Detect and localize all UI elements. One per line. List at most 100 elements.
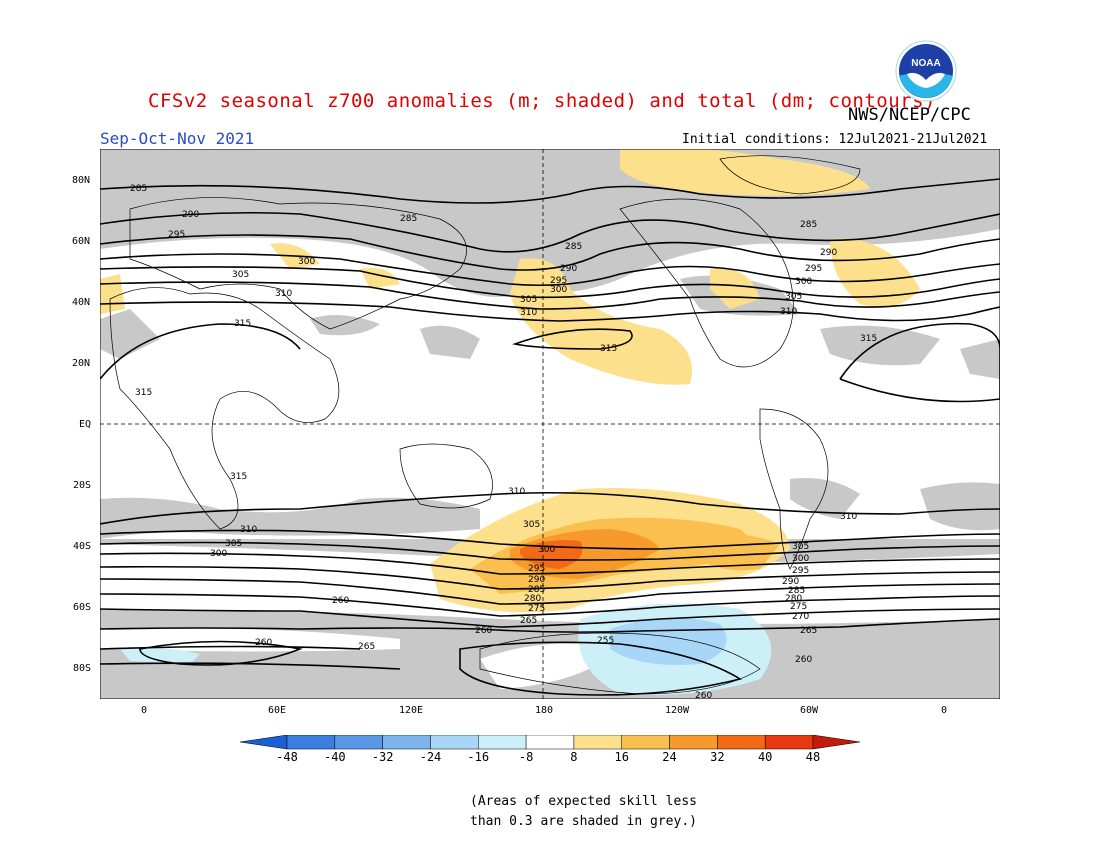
colorbar-segment	[764, 735, 814, 750]
contour-label-260b: 260	[255, 638, 272, 648]
contour-label-280: 280	[524, 594, 541, 604]
contour-label-280b: 280	[785, 594, 802, 604]
contour-label-285f: 285	[788, 586, 805, 596]
colorbar-segment	[573, 735, 622, 750]
contour-label-265b: 265	[520, 616, 537, 626]
map-panel: 285 290 295 300 305 310 315 315 315 315 …	[100, 149, 1000, 699]
contour-label-300b: 300	[550, 285, 567, 295]
contour-label-315b: 315	[135, 388, 152, 398]
colorbar-tick-label: 48	[805, 750, 821, 764]
contour-label-275: 275	[528, 604, 545, 614]
colorbar-segment	[478, 735, 527, 750]
colorbar-tick-label: -32	[371, 750, 394, 764]
contour-label-290e: 290	[782, 577, 799, 587]
colorbar-arrow-left	[240, 735, 288, 750]
skill-note-line-1: (Areas of expected skill less	[470, 794, 697, 809]
contour-label-310f: 310	[780, 307, 797, 317]
colorbar-tick-label: -16	[467, 750, 490, 764]
skill-note-line-2: than 0.3 are shaded in grey.)	[470, 814, 697, 829]
contour-label-290: 290	[182, 210, 199, 220]
colorbar-tick-label: 32	[710, 750, 725, 764]
contour-label-300d: 300	[210, 549, 227, 559]
contour-label-310c: 310	[240, 525, 257, 535]
contour-label-260d: 260	[795, 655, 812, 665]
contour-label-285: 285	[130, 184, 147, 194]
lon-label-120e: 120E	[399, 705, 424, 716]
contour-label-285d: 285	[800, 220, 817, 230]
colorbar-tick-label: -48	[276, 750, 298, 764]
contour-label-300e: 300	[538, 545, 555, 555]
contour-label-270: 270	[792, 612, 809, 622]
height-contours	[100, 178, 1000, 696]
lat-label-40n: 40N	[72, 297, 91, 308]
lat-label-eq: EQ	[79, 419, 92, 430]
contour-label-300f: 300	[792, 554, 809, 564]
contour-label-295e: 295	[792, 566, 809, 576]
coastlines	[109, 155, 861, 695]
contour-label-265c: 265	[800, 626, 817, 636]
positive-anomaly-regions	[100, 149, 920, 613]
contour-label-290c: 290	[820, 248, 837, 258]
colorbar-tick-label: 8	[570, 750, 578, 764]
agency-label: NWS/NCEP/CPC	[848, 105, 971, 125]
contour-labels: 285 290 295 300 305 310 315 315 315 315 …	[130, 184, 877, 699]
noaa-logo: NOAA	[895, 40, 957, 102]
lat-label-60n: 60N	[72, 236, 91, 247]
contour-label-310d: 310	[840, 512, 857, 522]
contour-label-290b: 290	[560, 264, 577, 274]
colorbar-segment	[669, 735, 718, 750]
colorbar-segment	[430, 735, 479, 750]
contour-label-305f: 305	[792, 542, 809, 552]
lon-label-60w: 60W	[800, 705, 819, 716]
contour-label-285e: 285	[528, 585, 545, 595]
contour-label-316: 315	[600, 344, 617, 354]
colorbar-tick-label: -24	[419, 750, 442, 764]
contour-label-315c: 315	[230, 472, 247, 482]
contour-label-310b: 310	[508, 487, 525, 497]
noaa-logo-text: NOAA	[911, 58, 940, 69]
contour-label-300: 300	[298, 257, 315, 267]
contour-label-295c: 295	[550, 276, 567, 286]
lat-label-40s: 40S	[73, 541, 92, 552]
season-label: Sep-Oct-Nov 2021	[100, 129, 255, 148]
contour-label-305e: 305	[523, 520, 540, 530]
contour-label-275b: 275	[790, 602, 807, 612]
lat-label-20s: 20S	[73, 480, 92, 491]
colorbar-segment	[334, 735, 383, 750]
colorbar-tick-label: 24	[662, 750, 677, 764]
contour-label-305c: 305	[785, 292, 802, 302]
contour-label-305b: 305	[520, 295, 537, 305]
lon-label-0-east: 0	[941, 705, 948, 716]
contour-label-255: 255	[597, 636, 614, 646]
contour-label-305d: 305	[225, 539, 242, 549]
colorbar-segment	[621, 735, 670, 750]
contour-label-295: 295	[168, 230, 185, 240]
colorbar-tick-label: -8	[518, 750, 534, 764]
contour-label-310: 310	[275, 289, 292, 299]
colorbar-segment	[286, 735, 336, 750]
contour-label-295b: 295	[805, 264, 822, 274]
contour-label-295d: 295	[528, 564, 545, 574]
colorbar	[240, 735, 860, 750]
colorbar-segment	[525, 735, 575, 750]
contour-label-265d: 265	[358, 642, 375, 652]
lat-label-80n: 80N	[72, 175, 91, 186]
contour-label-260: 260	[332, 596, 349, 606]
lon-label-60e: 60E	[268, 705, 287, 716]
lon-label-180: 180	[535, 705, 554, 716]
contour-label-310e: 310	[520, 308, 537, 318]
lat-label-20n: 20N	[72, 358, 91, 369]
contour-label-285c: 285	[565, 242, 582, 252]
skill-note: (Areas of expected skill less than 0.3 a…	[470, 792, 697, 832]
lat-label-60s: 60S	[73, 602, 92, 613]
contour-label-290d: 290	[528, 575, 545, 585]
contour-label-315: 315	[234, 319, 251, 329]
contour-label-260c: 260	[475, 626, 492, 636]
contour-label-300c: 300	[795, 277, 812, 287]
colorbar-tick-label: -40	[323, 750, 346, 764]
colorbar-segment	[382, 735, 431, 750]
initial-conditions-label: Initial conditions: 12Jul2021-21Jul2021	[682, 132, 988, 147]
lon-label-0: 0	[141, 705, 148, 716]
contour-label-260e: 260	[695, 691, 712, 699]
contour-label-315d: 315	[860, 334, 877, 344]
